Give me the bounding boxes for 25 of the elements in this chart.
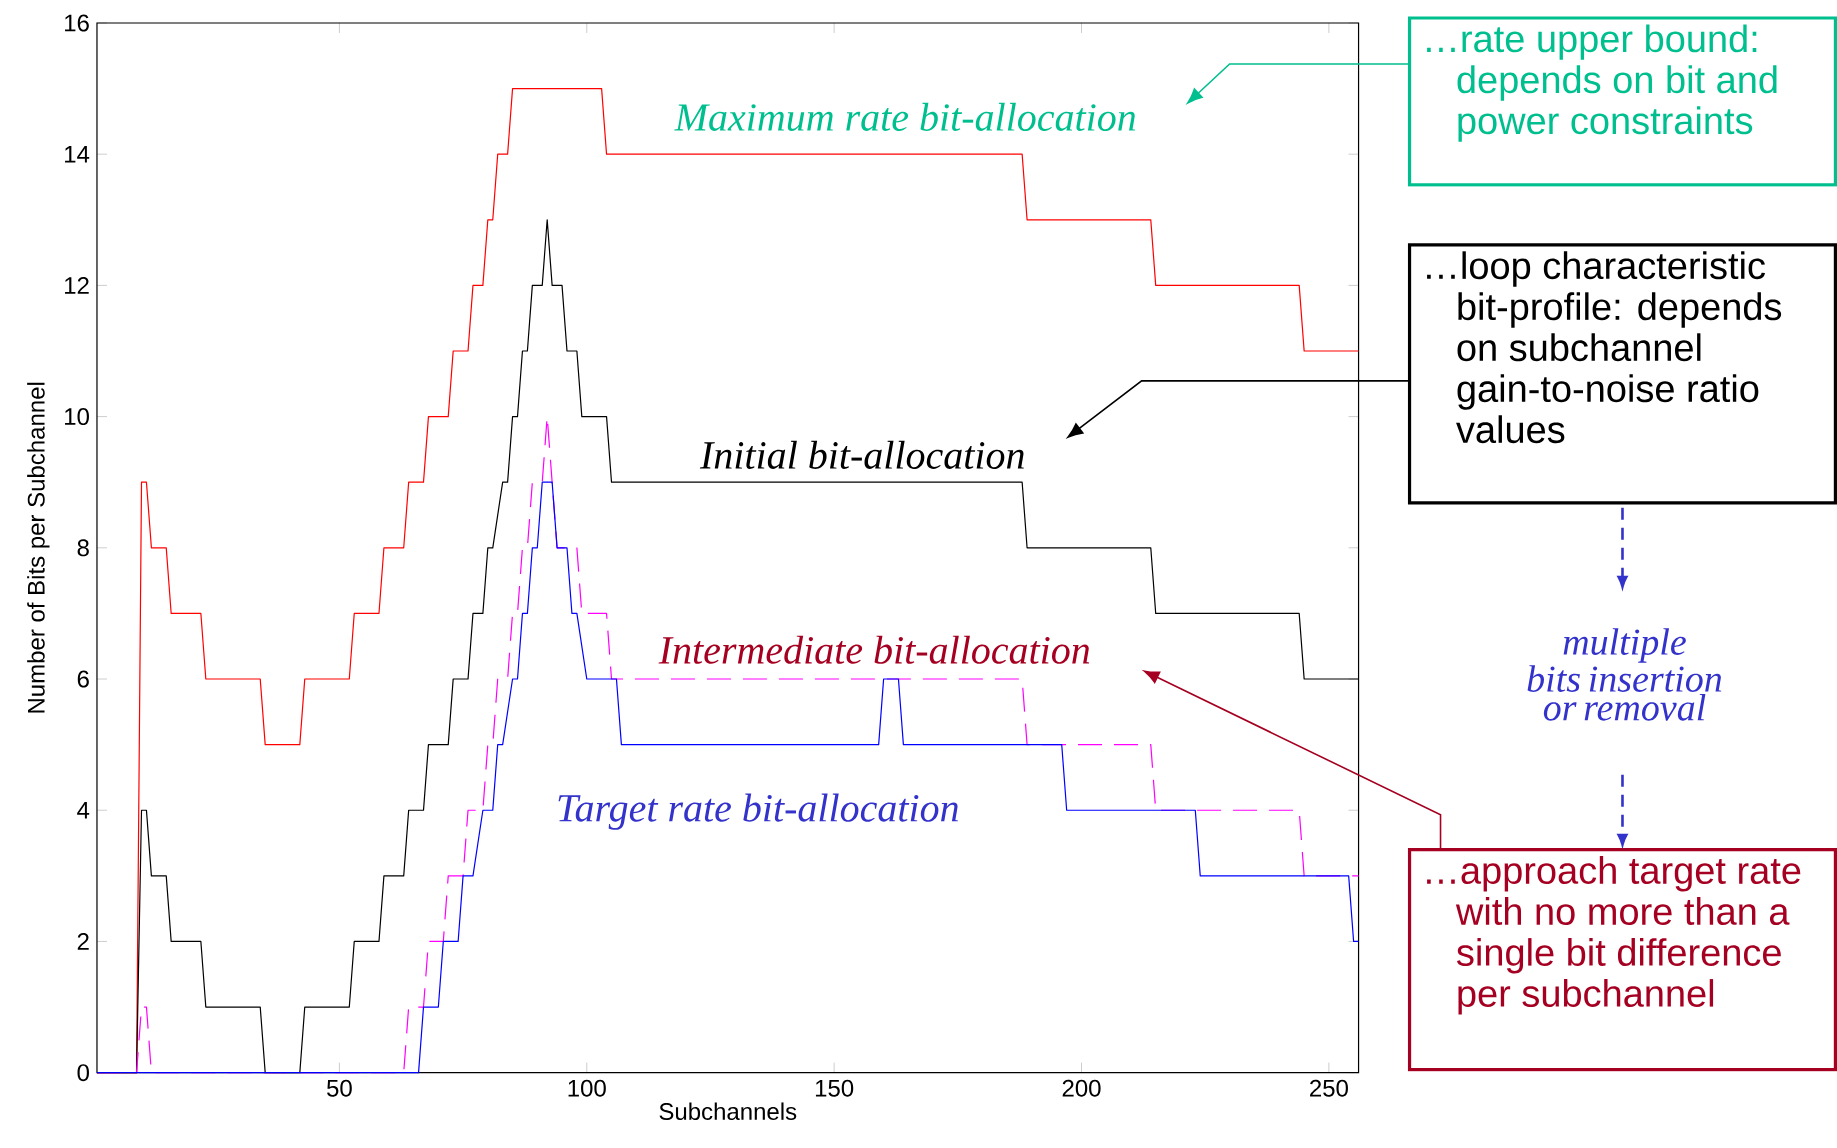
x-tick-label: 200 (1062, 1079, 1101, 1097)
y-tick-label: 8 (77, 539, 89, 557)
x-tick-label: 250 (1310, 1079, 1348, 1097)
x-tick-label: 150 (815, 1079, 854, 1097)
text: multiple (1563, 628, 1686, 663)
annotation: Intermediate bit-allocation (658, 635, 1090, 665)
text: …approach target rate with no more than a single bit difference per subchannel (1427, 856, 1801, 1015)
y-tick-label: 12 (65, 277, 89, 294)
y-tick-label: 10 (65, 408, 89, 426)
annotation: Initial bit-allocation (699, 440, 1024, 470)
text: bits insertion or removal (1527, 665, 1722, 721)
x-tick-label: 50 (327, 1079, 352, 1097)
text: …rate upper bound: depends on bit and power constraints (1427, 24, 1777, 142)
y-tick-label: 2 (77, 933, 89, 950)
y-tick-label: 0 (77, 1064, 89, 1082)
text: …loop characteristic bit-profile: depends on subchannel gain-to-noise ratio values (1427, 251, 1782, 444)
y-tick-label: 6 (77, 670, 89, 688)
x-axis-title: Subchannels (659, 1102, 797, 1121)
y-tick-label: 14 (65, 146, 90, 163)
y-tick-label: 16 (65, 14, 89, 32)
y-tick-label: 4 (77, 802, 90, 819)
x-tick-label: 100 (568, 1079, 606, 1097)
annotation: Target rate bit-allocation (558, 793, 958, 831)
y-axis-title: Number of Bits per Subchannel (27, 382, 50, 713)
annotation: Maximum rate bit-allocation (674, 103, 1136, 132)
